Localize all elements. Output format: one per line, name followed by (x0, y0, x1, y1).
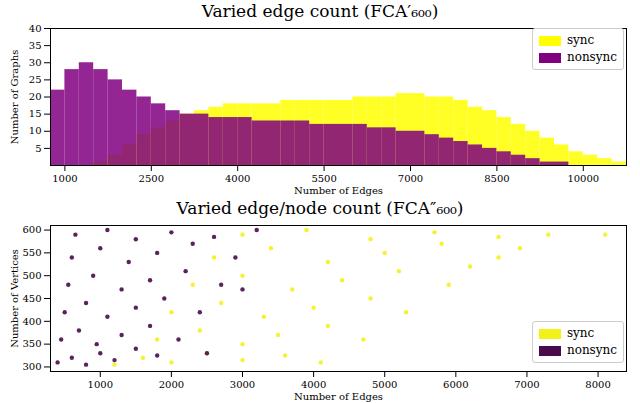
svg-text:25: 25 (29, 74, 42, 85)
svg-text:5000: 5000 (372, 379, 397, 390)
svg-text:Number of Vertices: Number of Vertices (9, 249, 20, 348)
svg-text:4000: 4000 (301, 379, 326, 390)
html-text:nonsync: nonsync (566, 50, 617, 64)
svg-text:2000: 2000 (159, 379, 184, 390)
svg-text:10: 10 (29, 125, 42, 136)
svg-text:8500: 8500 (484, 173, 509, 184)
svg-text:6000: 6000 (443, 379, 468, 390)
svg-text:4000: 4000 (225, 173, 250, 184)
svg-text:10000: 10000 (567, 173, 599, 184)
html-text:Varied edge/node count (FCA″₆₀: Varied edge/node count (FCA″₆₀₀) (176, 198, 464, 218)
svg-text:8000: 8000 (585, 379, 610, 390)
svg-text:5500: 5500 (311, 173, 336, 184)
svg-text:1000: 1000 (88, 379, 113, 390)
svg-text:20: 20 (29, 91, 42, 102)
svg-text:400: 400 (22, 316, 41, 327)
svg-text:300: 300 (22, 361, 41, 372)
svg-text:3000: 3000 (230, 379, 255, 390)
html-text:sync: sync (566, 326, 595, 340)
svg-text:40: 40 (29, 23, 42, 34)
svg-text:Number of Edges: Number of Edges (294, 185, 383, 196)
svg-text:7000: 7000 (398, 173, 423, 184)
svg-text:2500: 2500 (139, 173, 164, 184)
svg-text:Number of Edges: Number of Edges (294, 391, 383, 402)
svg-text:30: 30 (29, 57, 42, 68)
svg-text:35: 35 (29, 40, 42, 51)
html-text:nonsync: nonsync (566, 343, 617, 357)
svg-text:5: 5 (35, 143, 41, 154)
svg-text:550: 550 (22, 247, 41, 258)
svg-text:600: 600 (22, 224, 41, 235)
svg-text:350: 350 (22, 338, 41, 349)
svg-text:450: 450 (22, 293, 41, 304)
svg-text:Number of Graphs: Number of Graphs (9, 50, 20, 145)
html-text:Varied edge count (FCA′₆₀₀): Varied edge count (FCA′₆₀₀) (201, 1, 439, 21)
svg-text:15: 15 (29, 108, 42, 119)
svg-text:7000: 7000 (514, 379, 539, 390)
svg-text:500: 500 (22, 270, 41, 281)
svg-text:1000: 1000 (52, 173, 77, 184)
html-text:sync: sync (566, 33, 595, 47)
